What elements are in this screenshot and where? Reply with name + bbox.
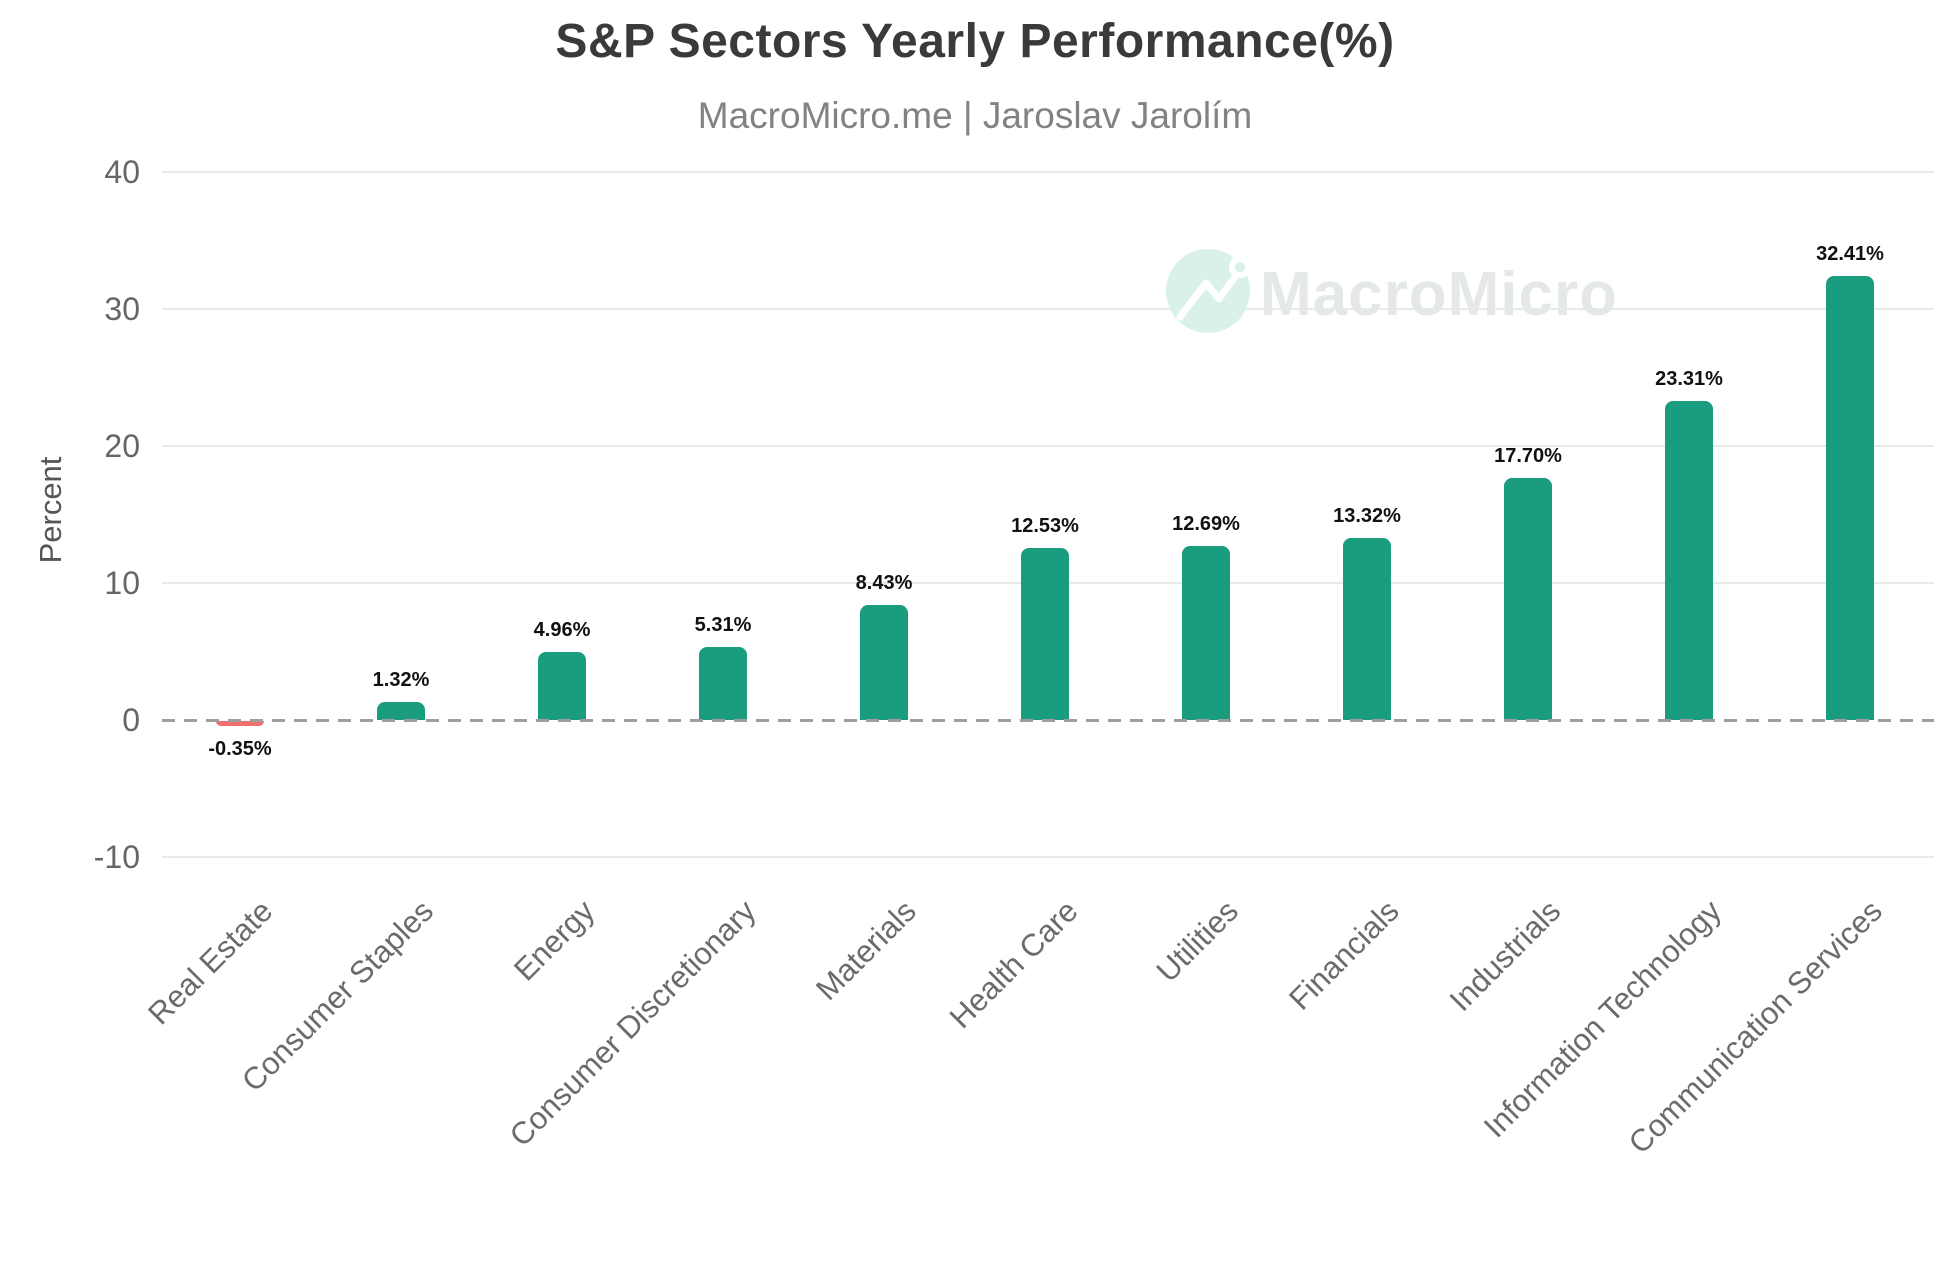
bar-real-estate[interactable] <box>216 721 264 726</box>
chart-subtitle: MacroMicro.me | Jaroslav Jarolím <box>697 95 1253 136</box>
value-label: 12.69% <box>1172 513 1240 536</box>
gridline <box>162 856 1934 858</box>
gridline <box>162 308 1934 310</box>
value-label: -0.35% <box>208 737 272 760</box>
value-label: 12.53% <box>1011 515 1079 538</box>
bar-industrials[interactable] <box>1504 477 1552 720</box>
chart-title: S&P Sectors Yearly Performance(%) <box>555 15 1395 68</box>
y-tick-label: -10 <box>93 839 140 875</box>
gridline <box>162 445 1934 447</box>
bar-health-care[interactable] <box>1021 548 1069 720</box>
bar-utilities[interactable] <box>1182 546 1230 720</box>
y-tick-label: 30 <box>104 291 140 327</box>
value-label: 17.70% <box>1494 444 1562 467</box>
y-tick-label: 10 <box>104 565 140 601</box>
gridline <box>162 171 1934 173</box>
bar-communication-services[interactable] <box>1826 275 1874 720</box>
y-tick-label: 20 <box>104 428 140 464</box>
value-label: 4.96% <box>533 619 591 642</box>
bar-consumer-staples[interactable] <box>377 701 425 720</box>
value-label: 23.31% <box>1655 367 1723 390</box>
value-label: 13.32% <box>1333 504 1401 527</box>
value-label: 32.41% <box>1816 242 1884 265</box>
zero-baseline <box>162 719 1934 722</box>
y-tick-label: 40 <box>104 154 140 190</box>
bar-financials[interactable] <box>1343 537 1391 720</box>
bar-information-technology[interactable] <box>1665 400 1713 720</box>
y-tick-label: 0 <box>122 702 140 738</box>
watermark-text: MacroMicro <box>1260 260 1618 329</box>
bar-materials[interactable] <box>860 604 908 720</box>
value-label: 8.43% <box>855 571 913 594</box>
value-label: 5.31% <box>694 614 752 637</box>
bar-energy[interactable] <box>538 652 586 720</box>
bar-consumer-discretionary[interactable] <box>699 647 747 720</box>
value-label: 1.32% <box>372 668 430 691</box>
